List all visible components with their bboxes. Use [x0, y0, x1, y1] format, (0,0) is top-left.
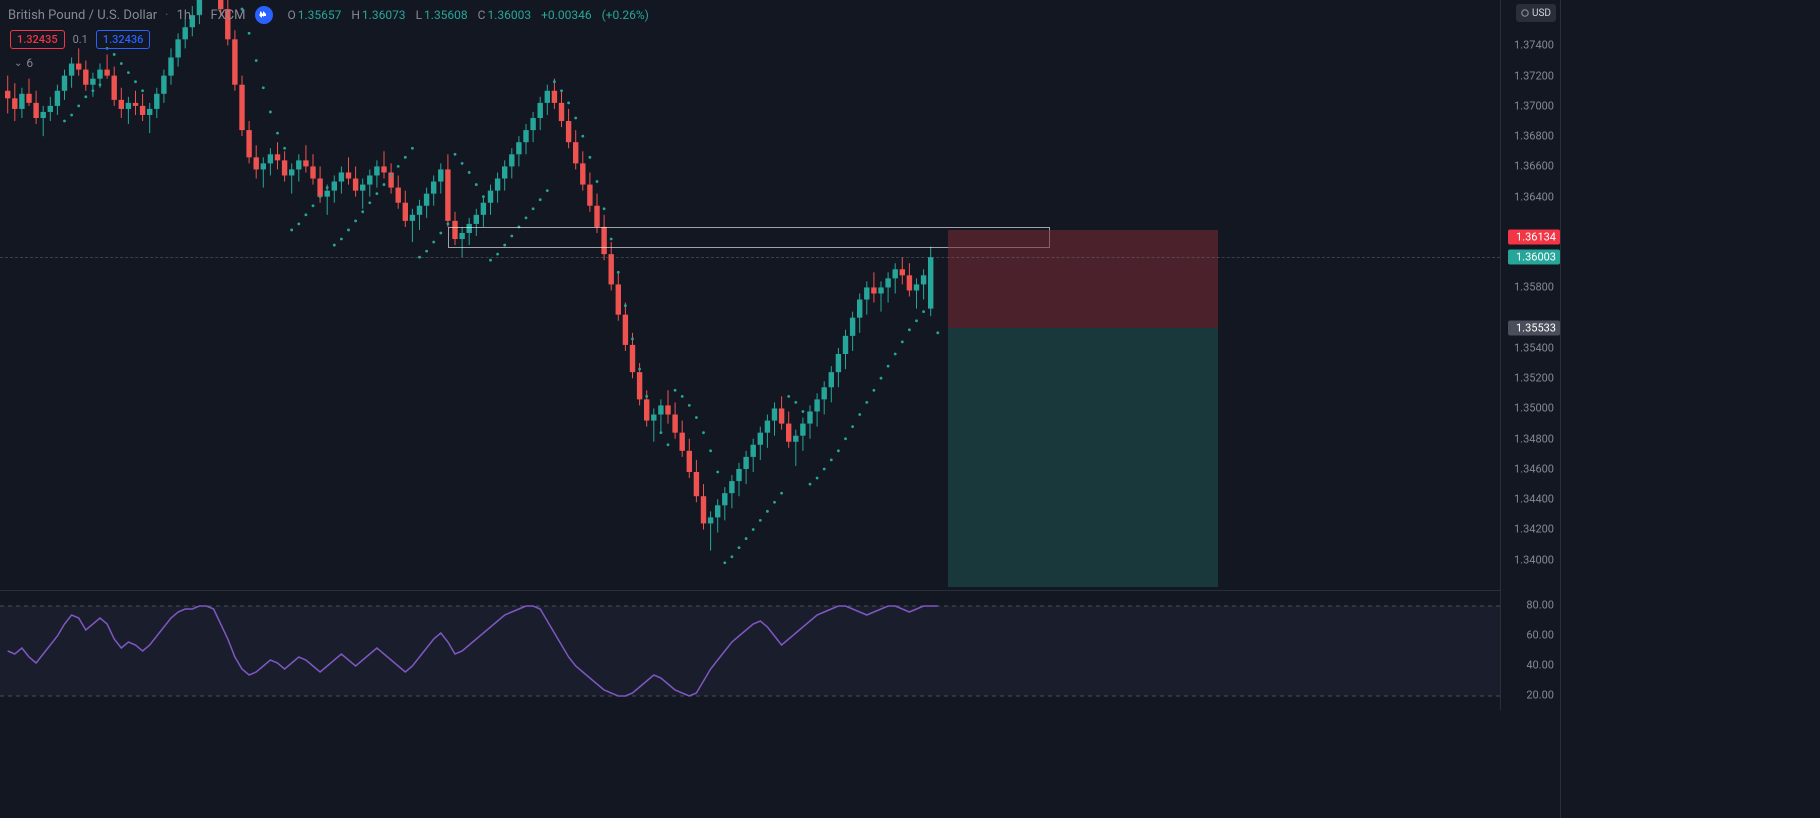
price-badges: 1.32435 0.1 1.32436	[10, 30, 150, 49]
replay-button[interactable]	[255, 6, 273, 24]
chart-header: British Pound / U.S. Dollar · 1h · FXCM …	[8, 6, 649, 24]
rsi-tick: 60.00	[1526, 629, 1554, 642]
price-tick: 1.35800	[1514, 281, 1554, 294]
price-tick: 1.36600	[1514, 160, 1554, 173]
price-tag: 1.35533	[1508, 320, 1560, 335]
currency-button[interactable]: USD	[1516, 4, 1556, 22]
price-tick: 1.34000	[1514, 553, 1554, 566]
spread: 0.1	[73, 33, 88, 46]
bid-badge[interactable]: 1.32435	[10, 30, 65, 49]
right-toolbar	[1560, 0, 1820, 818]
indicator-collapse[interactable]: ⌄ 6	[14, 56, 33, 70]
price-tag: 1.36003	[1508, 249, 1560, 264]
price-tick: 1.37400	[1514, 39, 1554, 52]
price-tick: 1.37000	[1514, 99, 1554, 112]
current-price-line	[0, 257, 1500, 258]
ask-badge[interactable]: 1.32436	[96, 30, 151, 49]
price-tick: 1.34200	[1514, 523, 1554, 536]
price-tick: 1.35400	[1514, 341, 1554, 354]
price-tick: 1.36400	[1514, 190, 1554, 203]
price-tick: 1.34400	[1514, 493, 1554, 506]
exchange: FXCM	[210, 8, 245, 23]
price-tag: 1.36134	[1508, 229, 1560, 244]
short-reward-box[interactable]	[948, 328, 1218, 587]
rsi-panel[interactable]	[0, 590, 1500, 710]
price-tick: 1.34800	[1514, 432, 1554, 445]
short-risk-box[interactable]	[948, 230, 1218, 328]
rsi-axis[interactable]: 80.00 60.00 40.00 20.00	[1500, 590, 1560, 710]
rsi-svg	[0, 591, 1500, 711]
candlestick-svg	[0, 0, 1500, 590]
rsi-tick: 20.00	[1526, 689, 1554, 702]
price-tick: 1.35200	[1514, 372, 1554, 385]
symbol-name[interactable]: British Pound / U.S. Dollar	[8, 8, 157, 23]
interval[interactable]: 1h	[177, 8, 191, 23]
price-tick: 1.35000	[1514, 402, 1554, 415]
chevron-down-icon: ⌄	[14, 58, 22, 69]
main-chart[interactable]	[0, 0, 1500, 590]
rsi-tick: 80.00	[1526, 599, 1554, 612]
price-tick: 1.36800	[1514, 130, 1554, 143]
rsi-tick: 40.00	[1526, 659, 1554, 672]
price-tick: 1.34600	[1514, 462, 1554, 475]
price-axis[interactable]: USD 1.37400 1.37200 1.37000 1.36800 1.36600 1…	[1500, 0, 1560, 590]
ohlc-readout: O1.35657 H1.36073 L1.35608 C1.36003 +0.0…	[287, 8, 648, 22]
price-tick: 1.37200	[1514, 69, 1554, 82]
